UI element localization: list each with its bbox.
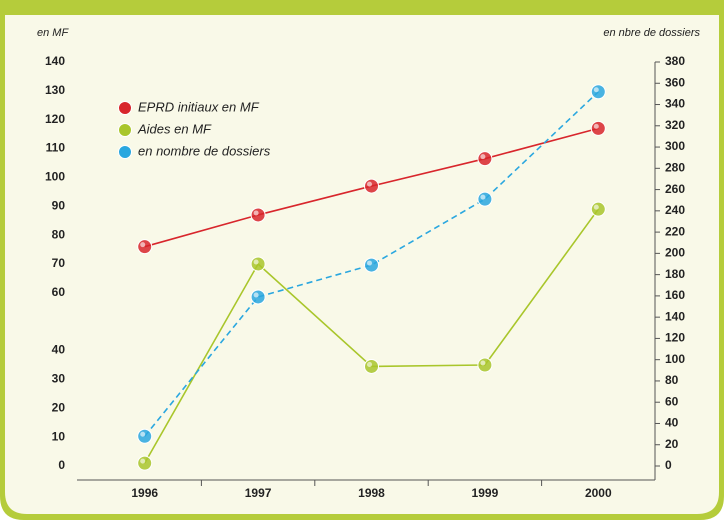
point-shine: [593, 204, 599, 210]
y2-tick-label: 180: [665, 267, 685, 281]
point: [137, 455, 153, 471]
legend-label: EPRD initiaux en MF: [138, 99, 260, 114]
y-tick-label: 100: [45, 170, 65, 184]
x-tick-label: 1996: [131, 486, 158, 500]
point: [250, 289, 266, 305]
point-shine: [140, 431, 146, 437]
point-shine: [480, 360, 486, 366]
point-shine: [367, 260, 372, 266]
point-shine: [253, 210, 259, 216]
y2-tick-label: 60: [665, 394, 679, 408]
point: [364, 257, 379, 273]
y2-tick-label: 0: [665, 458, 672, 472]
point-shine: [253, 259, 259, 265]
point-shine: [140, 242, 146, 248]
y-tick-label: 120: [45, 112, 65, 126]
y-tick-label: 10: [52, 429, 66, 443]
point-shine: [480, 194, 486, 200]
x-tick-label: 1999: [472, 486, 499, 500]
y2-tick-label: 40: [665, 416, 679, 430]
y2-tick-label: 240: [665, 203, 685, 217]
y2-tick-label: 340: [665, 97, 685, 111]
y2-tick-label: 320: [665, 118, 685, 132]
y-tick-label: 0: [58, 458, 65, 472]
y-axis-label: en MF: [37, 27, 69, 39]
y2-tick-label: 260: [665, 182, 685, 196]
y-tick-label: 60: [52, 285, 66, 299]
point: [137, 428, 153, 444]
y-tick-label: 80: [52, 227, 66, 241]
x-tick-label: 1997: [245, 486, 272, 500]
y2-tick-label: 380: [665, 54, 685, 68]
y2-tick-label: 20: [665, 437, 679, 451]
point: [477, 357, 493, 373]
point: [364, 358, 379, 374]
y2-tick-label: 300: [665, 139, 685, 153]
y2-tick-label: 360: [665, 75, 685, 89]
point: [590, 84, 606, 100]
point-shine: [253, 292, 259, 298]
point-shine: [140, 458, 146, 464]
point: [590, 120, 606, 136]
point: [477, 191, 493, 207]
y2-tick-label: 200: [665, 246, 685, 260]
y-tick-label: 90: [52, 198, 66, 212]
y2-tick-label: 140: [665, 309, 685, 323]
point: [364, 178, 379, 194]
y-tick-label: 30: [52, 372, 66, 386]
legend-swatch: [118, 123, 132, 137]
point-shine: [367, 181, 372, 187]
point-shine: [593, 87, 599, 93]
y-tick-label: 20: [52, 400, 66, 414]
y2-tick-label: 120: [665, 331, 685, 345]
point-shine: [480, 154, 486, 160]
legend-label: en nombre de dossiers: [138, 143, 271, 158]
x-tick-label: 1998: [358, 486, 385, 500]
point: [250, 256, 266, 272]
point: [137, 239, 153, 255]
y2-tick-label: 80: [665, 373, 679, 387]
y-tick-label: 40: [52, 343, 66, 357]
legend-swatch: [118, 101, 132, 115]
point: [590, 201, 606, 217]
point-shine: [367, 361, 372, 367]
legend-swatch: [118, 145, 132, 159]
y2-tick-label: 100: [665, 352, 685, 366]
legend-label: Aides en MF: [137, 121, 212, 136]
panel: [5, 15, 719, 514]
y2-tick-label: 160: [665, 288, 685, 302]
y-tick-label: 110: [46, 141, 66, 155]
series-line: [144, 91, 599, 437]
point-shine: [593, 123, 599, 129]
y2-tick-label: 220: [665, 224, 685, 238]
y2-tick-label: 280: [665, 160, 685, 174]
point: [250, 207, 266, 223]
y2-axis-label: en nbre de dossiers: [603, 27, 700, 39]
y-tick-label: 130: [45, 83, 65, 97]
x-tick-label: 2000: [585, 486, 612, 500]
y-tick-label: 70: [52, 256, 66, 270]
y-tick-label: 140: [45, 54, 65, 68]
point: [477, 151, 493, 167]
